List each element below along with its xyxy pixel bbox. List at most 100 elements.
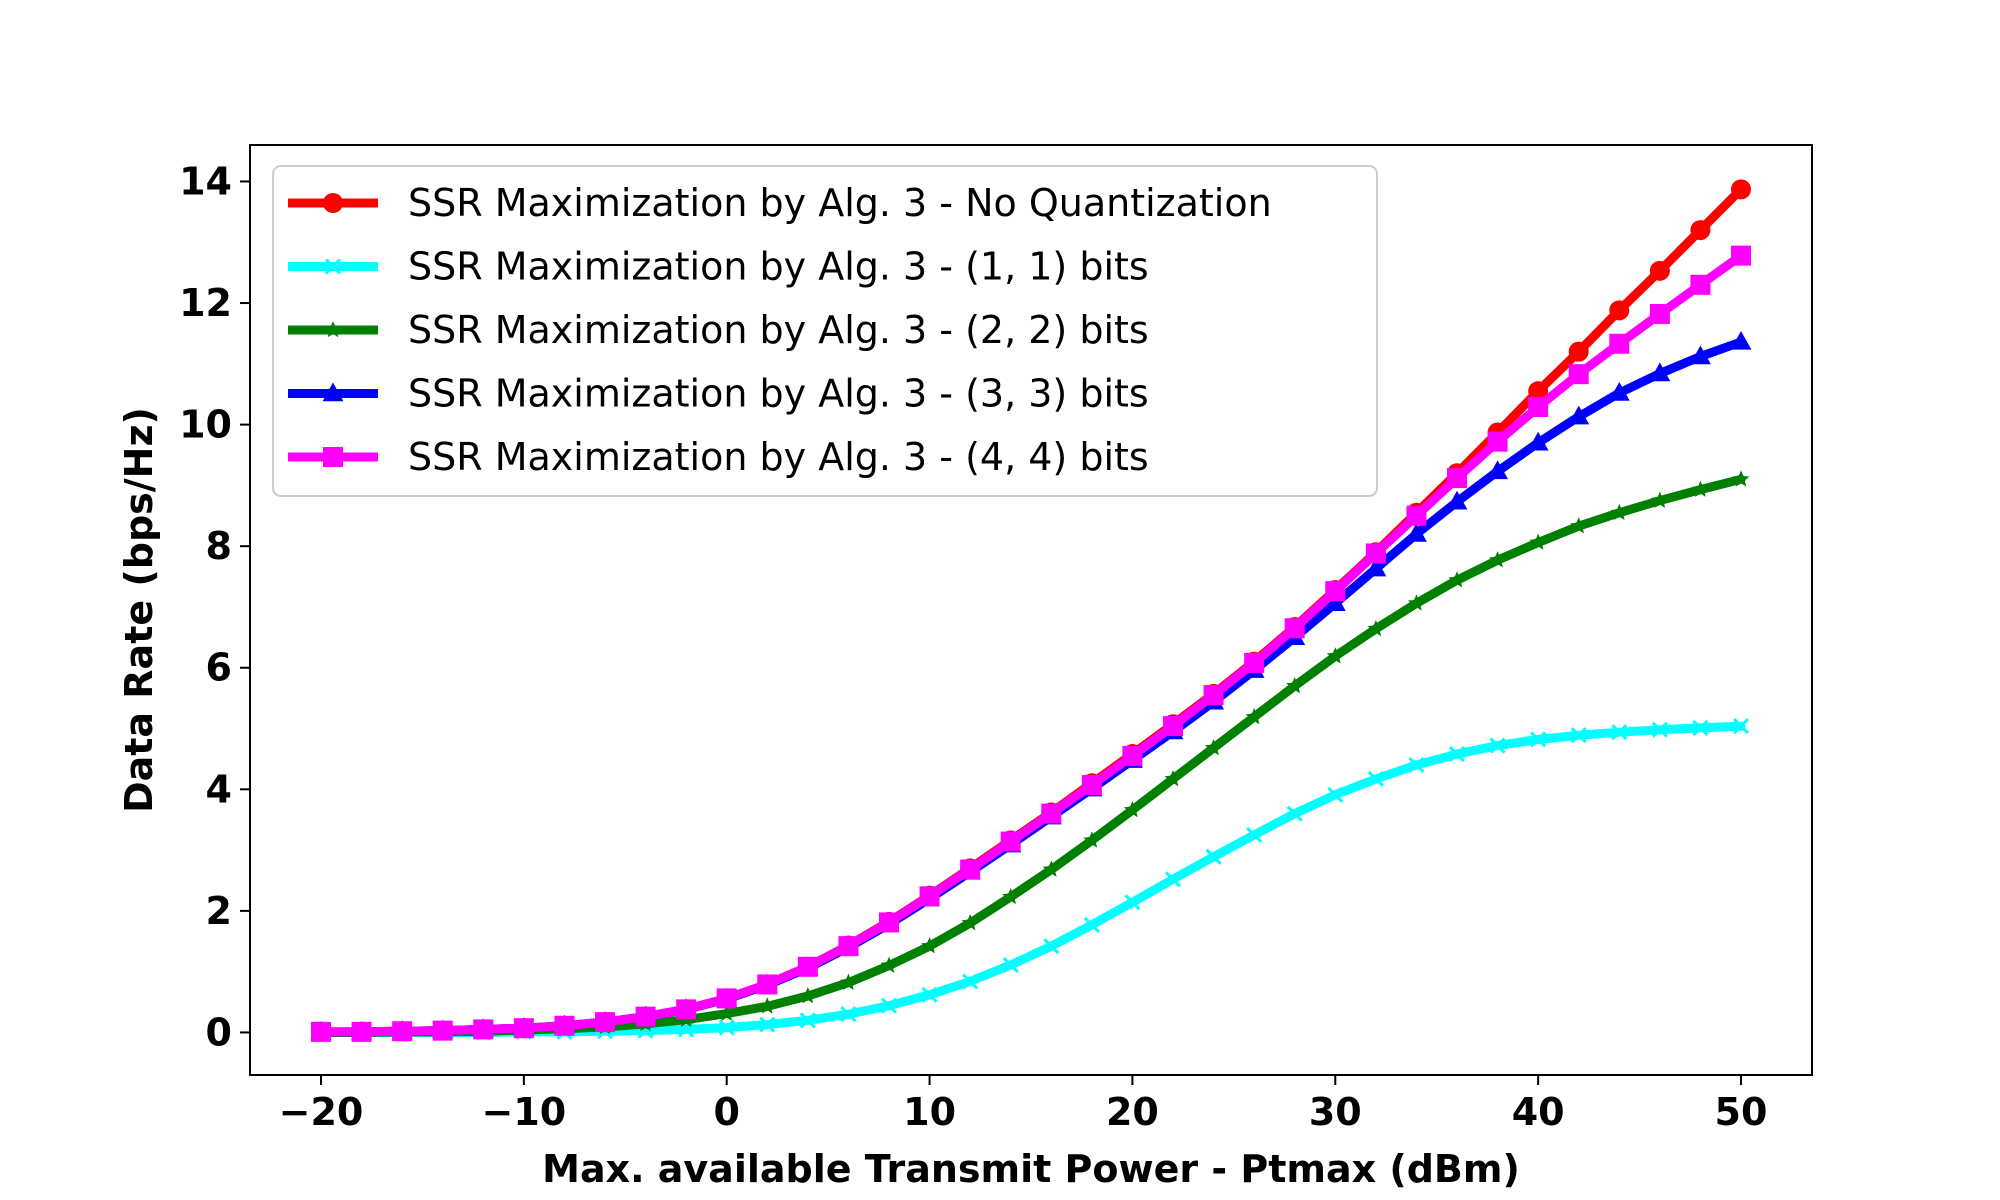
data-point — [1649, 303, 1670, 324]
data-point — [1408, 756, 1425, 774]
data-point — [797, 956, 818, 977]
data-point — [1042, 860, 1060, 877]
data-point — [1406, 505, 1427, 526]
data-point — [324, 321, 342, 338]
data-point — [1327, 786, 1344, 803]
data-point — [718, 1004, 736, 1021]
data-point — [1690, 220, 1711, 241]
data-point — [1611, 724, 1628, 741]
data-point — [1527, 431, 1549, 451]
data-point — [1689, 345, 1711, 365]
data-point — [758, 997, 776, 1014]
data-point — [1568, 364, 1589, 385]
data-point — [1365, 543, 1386, 564]
legend-label: SSR Maximization by Alg. 3 - (2, 2) bits — [408, 308, 1149, 352]
data-point — [880, 997, 898, 1014]
data-point — [919, 886, 940, 907]
x-axis-ticks: −20 −10 0 10 20 30 40 50 — [279, 1075, 1768, 1134]
data-point — [1000, 831, 1021, 852]
data-point — [757, 974, 778, 995]
x-tick-label: −10 — [481, 1090, 566, 1134]
data-point — [1286, 676, 1304, 694]
data-point — [1041, 803, 1062, 824]
data-point — [1651, 491, 1669, 508]
data-point — [1610, 503, 1628, 521]
data-point — [1203, 685, 1224, 706]
data-point — [1530, 731, 1547, 748]
data-point — [921, 937, 939, 954]
data-point — [1528, 396, 1549, 417]
y-axis-ticks: 0 2 4 6 8 10 12 14 — [179, 159, 250, 1054]
data-point — [324, 258, 342, 275]
data-point — [1649, 260, 1670, 281]
data-point — [1609, 333, 1630, 354]
data-point — [1083, 831, 1101, 848]
data-point — [1163, 716, 1183, 737]
data-point — [351, 1021, 372, 1042]
plot-frame — [249, 144, 1813, 1076]
data-point — [1164, 871, 1182, 888]
data-point — [960, 859, 981, 880]
x-tick-label: 40 — [1512, 1090, 1565, 1134]
data-point — [513, 1018, 534, 1039]
y-tick-label: 6 — [206, 646, 232, 690]
data-point — [595, 1012, 615, 1033]
series-layer — [310, 179, 1752, 1042]
legend-label: SSR Maximization by Alg. 3 - No Quantiza… — [408, 181, 1272, 225]
data-point — [1732, 718, 1750, 735]
y-axis-label: Data Rate (bps/Hz) — [117, 407, 161, 813]
data-point — [1407, 594, 1425, 611]
legend-entry: SSR Maximization by Alg. 3 - No Quantiza… — [288, 181, 1272, 225]
legend-box — [272, 165, 1378, 497]
x-tick-label: −20 — [279, 1090, 364, 1134]
data-point — [799, 1012, 816, 1029]
data-point — [676, 999, 697, 1020]
data-point — [1405, 523, 1427, 542]
data-point — [1529, 533, 1547, 550]
legend-entry: SSR Maximization by Alg. 3 - (4, 4) bits — [288, 435, 1149, 479]
data-point — [880, 956, 898, 973]
data-point — [1324, 592, 1346, 612]
data-point — [323, 447, 343, 467]
data-point — [1447, 468, 1467, 489]
data-point — [1083, 916, 1100, 933]
data-point — [1205, 738, 1223, 756]
y-tick-label: 0 — [206, 1010, 232, 1054]
data-point — [1691, 480, 1709, 497]
legend-entries: SSR Maximization by Alg. 3 - No Quantiza… — [288, 181, 1272, 479]
legend-entry: SSR Maximization by Alg. 3 - (1, 1) bits — [288, 245, 1149, 289]
data-point — [1286, 805, 1303, 822]
data-point — [1690, 274, 1711, 295]
y-tick-label: 10 — [179, 403, 232, 447]
data-point — [1326, 647, 1344, 664]
data-point — [322, 382, 344, 402]
y-tick-label: 14 — [179, 159, 232, 203]
data-point — [1489, 737, 1506, 754]
data-point — [1246, 826, 1263, 843]
data-point — [473, 1019, 494, 1040]
data-point — [1528, 381, 1549, 402]
x-tick-label: 50 — [1715, 1090, 1768, 1134]
data-point — [1124, 894, 1141, 911]
y-tick-label: 4 — [206, 767, 232, 811]
data-point — [1568, 341, 1589, 362]
data-point — [554, 1015, 575, 1036]
data-point — [311, 1021, 331, 1042]
data-point — [1123, 800, 1141, 818]
data-point — [1448, 745, 1466, 763]
y-tick-label: 2 — [206, 889, 232, 933]
data-point — [879, 912, 899, 933]
data-point — [1568, 405, 1590, 425]
data-point — [1164, 769, 1182, 787]
data-point — [1570, 727, 1587, 744]
data-point — [1651, 721, 1668, 738]
data-point — [1731, 245, 1751, 266]
data-point — [962, 973, 979, 990]
data-point — [1446, 490, 1468, 510]
x-tick-label: 30 — [1309, 1090, 1362, 1134]
data-point — [1609, 300, 1630, 321]
data-point — [1448, 571, 1466, 588]
data-point — [392, 1021, 413, 1042]
data-point — [1608, 382, 1630, 401]
data-point — [1002, 887, 1020, 905]
